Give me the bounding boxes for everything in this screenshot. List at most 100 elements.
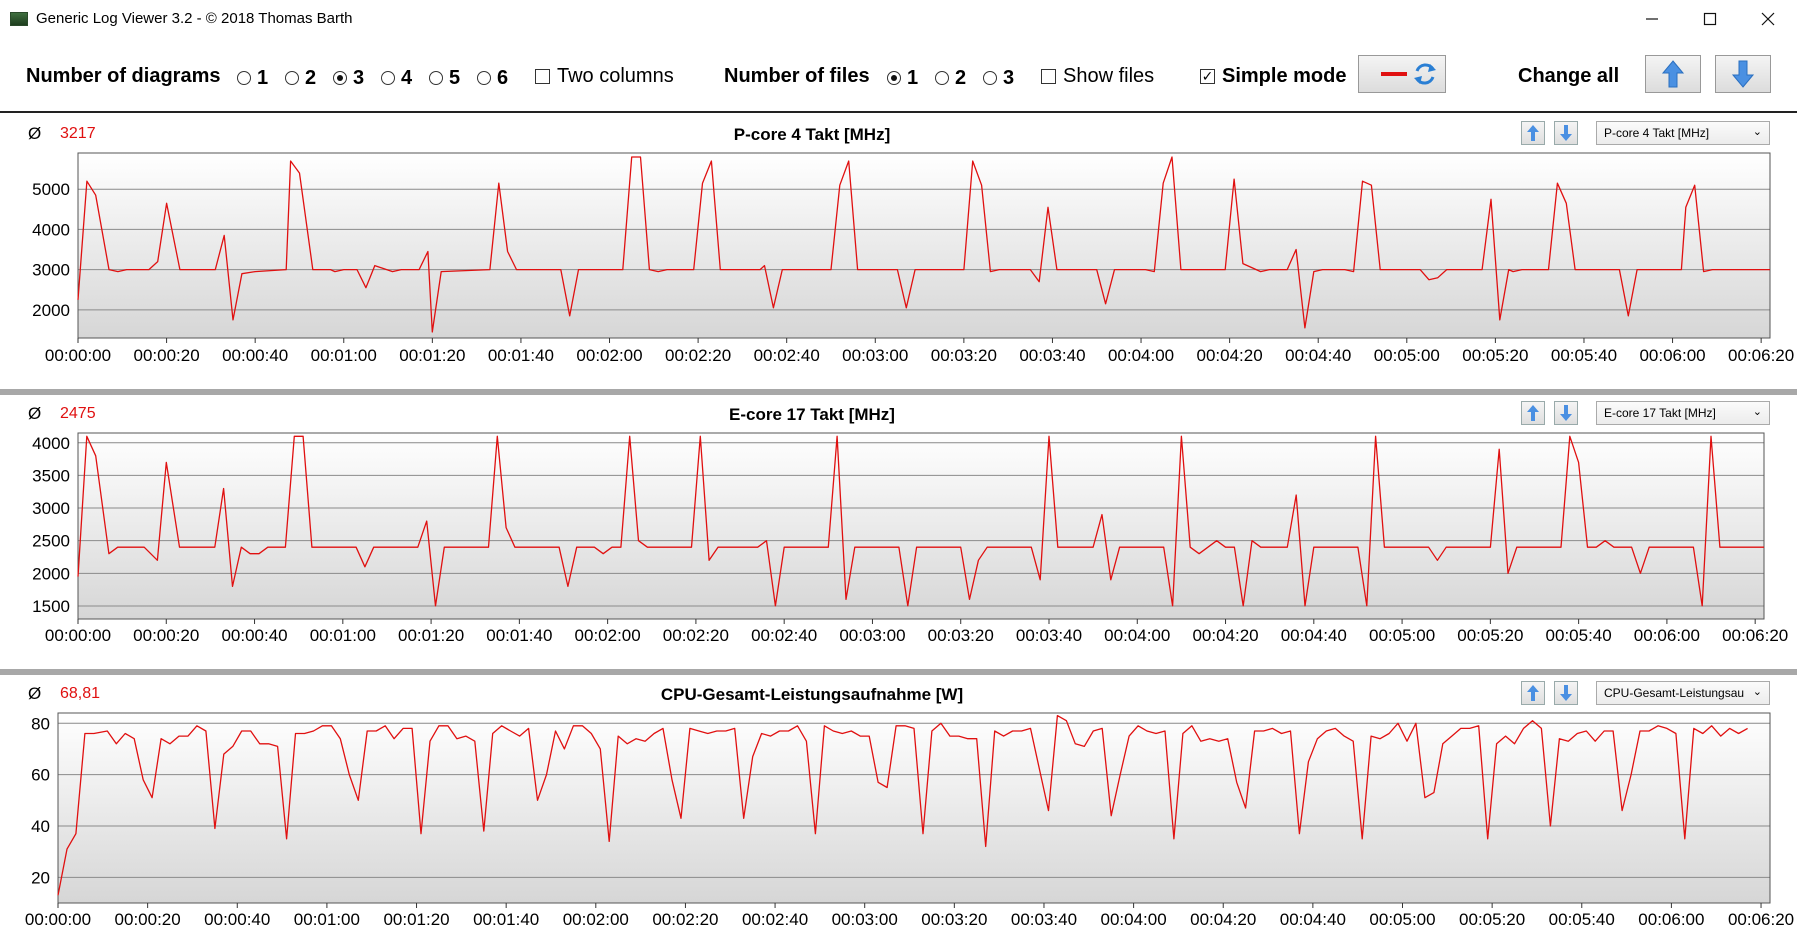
radio-dot (935, 71, 949, 85)
maximize-icon (1703, 12, 1717, 26)
plot-border (57, 712, 1771, 904)
x-tick-label: 00:04:40 (1281, 626, 1347, 645)
line-chart: 1500 2000 2500 3000 3500 4000 00:00:00 00:00:20… (32, 432, 1788, 645)
x-tick-label: 00:00:00 (45, 346, 111, 365)
diagram-radio-2[interactable]: 2 (285, 67, 316, 89)
chart-title: P-core 4 Takt [MHz] (733, 125, 891, 144)
num-diagrams-label: Number of diagrams (26, 65, 221, 87)
app-icon (10, 12, 28, 26)
line-color-refresh-button[interactable] (1358, 55, 1446, 93)
diagram-radio-1[interactable]: 1 (237, 67, 268, 89)
move-up-button[interactable] (1521, 681, 1545, 705)
y-tick-label: 4000 (32, 220, 70, 239)
diagram-radio-6[interactable]: 6 (477, 67, 508, 89)
channel-select[interactable]: CPU-Gesamt-Leistungsau ⌄ (1596, 681, 1770, 705)
x-tick-label: 00:01:40 (473, 910, 539, 929)
radio-dot (381, 71, 395, 85)
radio-dot-selected (333, 71, 347, 85)
average-value: 2475 (60, 405, 96, 422)
x-tick-label: 00:02:40 (751, 626, 817, 645)
x-tick-label: 00:01:40 (488, 346, 554, 365)
x-tick-label: 00:03:00 (839, 626, 905, 645)
plot-area (58, 713, 1770, 903)
chevron-down-icon: ⌄ (1752, 126, 1762, 138)
x-tick-label: 00:00:00 (25, 910, 91, 929)
x-tick-label: 00:03:40 (1019, 346, 1085, 365)
x-tick-label: 00:04:40 (1285, 346, 1351, 365)
line-chart: 20 40 60 80 00:00:00 00:00:20 00:00:40 00:01:00… (25, 712, 1794, 929)
average-value: 68,81 (60, 685, 101, 702)
maximize-button[interactable] (1681, 0, 1739, 38)
x-tick-label: 00:04:00 (1101, 910, 1167, 929)
x-tick-label: 00:03:40 (1016, 626, 1082, 645)
x-tick-label: 00:01:20 (398, 626, 464, 645)
close-button[interactable] (1739, 0, 1797, 38)
panel-divider[interactable] (0, 389, 1797, 395)
two-columns-checkbox[interactable]: Two columns (535, 64, 674, 88)
x-tick-label: 00:05:20 (1462, 346, 1528, 365)
checkbox-box (1041, 68, 1056, 84)
move-down-button[interactable] (1554, 121, 1578, 145)
arrow-up-icon (1661, 60, 1685, 88)
minimize-button[interactable] (1623, 0, 1681, 38)
plot-border (77, 432, 1765, 620)
move-up-button[interactable] (1521, 401, 1545, 425)
channel-select[interactable]: E-core 17 Takt [MHz] ⌄ (1596, 401, 1770, 425)
x-tick-label: 00:02:00 (575, 626, 641, 645)
simple-mode-checkbox[interactable]: ✓ Simple mode (1200, 64, 1347, 87)
move-down-button[interactable] (1554, 401, 1578, 425)
channel-select[interactable]: P-core 4 Takt [MHz] ⌄ (1596, 121, 1770, 145)
diagram-radio-5[interactable]: 5 (429, 67, 460, 89)
checkmark-icon: ✓ (1200, 67, 1215, 84)
x-tick-label: 00:05:00 (1374, 346, 1440, 365)
chevron-down-icon: ⌄ (1752, 406, 1762, 418)
diagram-radio-3[interactable]: 3 (333, 67, 364, 89)
x-tick-label: 00:04:20 (1190, 910, 1256, 929)
arrow-down-icon (1731, 60, 1755, 88)
plot-area (78, 433, 1764, 619)
radio-dot (285, 71, 299, 85)
plot-border (77, 152, 1771, 339)
radio-dot (477, 71, 491, 85)
y-tick-label: 3500 (32, 466, 70, 485)
x-tick-label: 00:04:40 (1280, 910, 1346, 929)
show-files-checkbox[interactable]: Show files (1041, 64, 1154, 88)
file-radio-2[interactable]: 2 (935, 67, 966, 89)
y-tick-label: 2000 (32, 564, 70, 583)
x-tick-label: 00:00:20 (133, 346, 199, 365)
x-tick-label: 00:01:00 (310, 626, 376, 645)
panel-divider[interactable] (0, 669, 1797, 675)
plot-area (78, 153, 1770, 338)
x-tick-label: 00:03:40 (1011, 910, 1077, 929)
x-tick-label: 00:05:20 (1457, 626, 1523, 645)
diagram-panel-3: Ø 68,81 CPU-Gesamt-Leistungsaufnahme [W]… (0, 675, 1797, 952)
move-up-button[interactable] (1521, 121, 1545, 145)
file-radio-3[interactable]: 3 (983, 67, 1014, 89)
x-tick-label: 00:02:20 (665, 346, 731, 365)
average-symbol: Ø (28, 684, 42, 703)
x-tick-label: 00:03:20 (928, 626, 994, 645)
x-tick-label: 00:05:40 (1546, 626, 1612, 645)
x-tick-label: 00:06:20 (1728, 910, 1794, 929)
checkbox-box (535, 68, 550, 84)
x-tick-label: 00:03:00 (832, 910, 898, 929)
arrow-up-icon (1527, 685, 1539, 701)
chart-title: CPU-Gesamt-Leistungsaufnahme [W] (660, 685, 964, 704)
x-tick-label: 00:06:20 (1728, 346, 1794, 365)
diagram-panel-1: Ø 3217 P-core 4 Takt [MHz] P-core 4 Takt… (0, 115, 1797, 389)
change-all-down-button[interactable] (1715, 55, 1771, 93)
minimize-icon (1646, 18, 1658, 20)
x-tick-label: 00:00:40 (204, 910, 270, 929)
x-tick-label: 00:01:00 (311, 346, 377, 365)
file-radio-1[interactable]: 1 (887, 67, 918, 89)
chevron-down-icon: ⌄ (1752, 686, 1762, 698)
diagram-radio-4[interactable]: 4 (381, 67, 412, 89)
x-tick-label: 00:06:00 (1639, 346, 1705, 365)
x-tick-label: 00:04:20 (1197, 346, 1263, 365)
x-tick-label: 00:04:00 (1104, 626, 1170, 645)
arrow-down-icon (1560, 125, 1572, 141)
change-all-up-button[interactable] (1645, 55, 1701, 93)
y-tick-label: 80 (31, 714, 50, 733)
move-down-button[interactable] (1554, 681, 1578, 705)
average-value: 3217 (60, 125, 96, 142)
